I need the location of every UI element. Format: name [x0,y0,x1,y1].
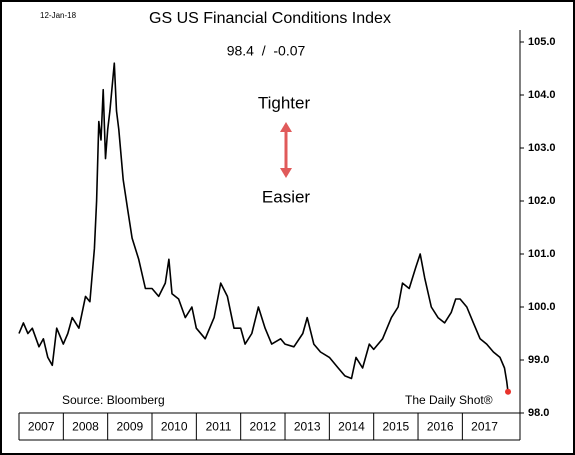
annotation-down: Easier [262,187,311,206]
source: Source: Bloomberg [62,393,165,407]
x-tick-label: 2011 [206,420,232,434]
y-tick-label: 101.0 [528,248,556,260]
y-tick-label: 103.0 [528,142,556,154]
annotation-up: Tighter [258,93,311,112]
date-label: 12-Jan-18 [40,11,77,20]
arrow-head [280,168,292,178]
x-tick-label: 2010 [161,420,188,434]
x-tick-label: 2015 [383,420,410,434]
last-point [505,388,512,395]
subtitle: 98.4 / -0.07 [227,43,306,59]
y-tick-label: 105.0 [528,36,556,48]
y-tick-label: 98.0 [528,407,549,419]
x-tick-label: 2007 [28,420,55,434]
x-tick-label: 2013 [294,420,321,434]
credit: The Daily Shot® [405,393,493,407]
y-tick-label: 104.0 [528,89,556,101]
x-tick-label: 2008 [72,420,99,434]
x-tick-label: 2012 [249,420,276,434]
x-tick-label: 2016 [427,420,454,434]
x-tick-label: 2009 [116,420,143,434]
arrow [280,122,292,178]
x-tick-label: 2017 [471,420,498,434]
y-tick-label: 102.0 [528,195,556,207]
y-tick-label: 100.0 [528,301,556,313]
arrow-head [280,122,292,132]
y-tick-label: 99.0 [528,354,549,366]
chart-title: GS US Financial Conditions Index [149,10,391,27]
line [18,62,509,392]
x-tick-label: 2014 [338,420,365,434]
